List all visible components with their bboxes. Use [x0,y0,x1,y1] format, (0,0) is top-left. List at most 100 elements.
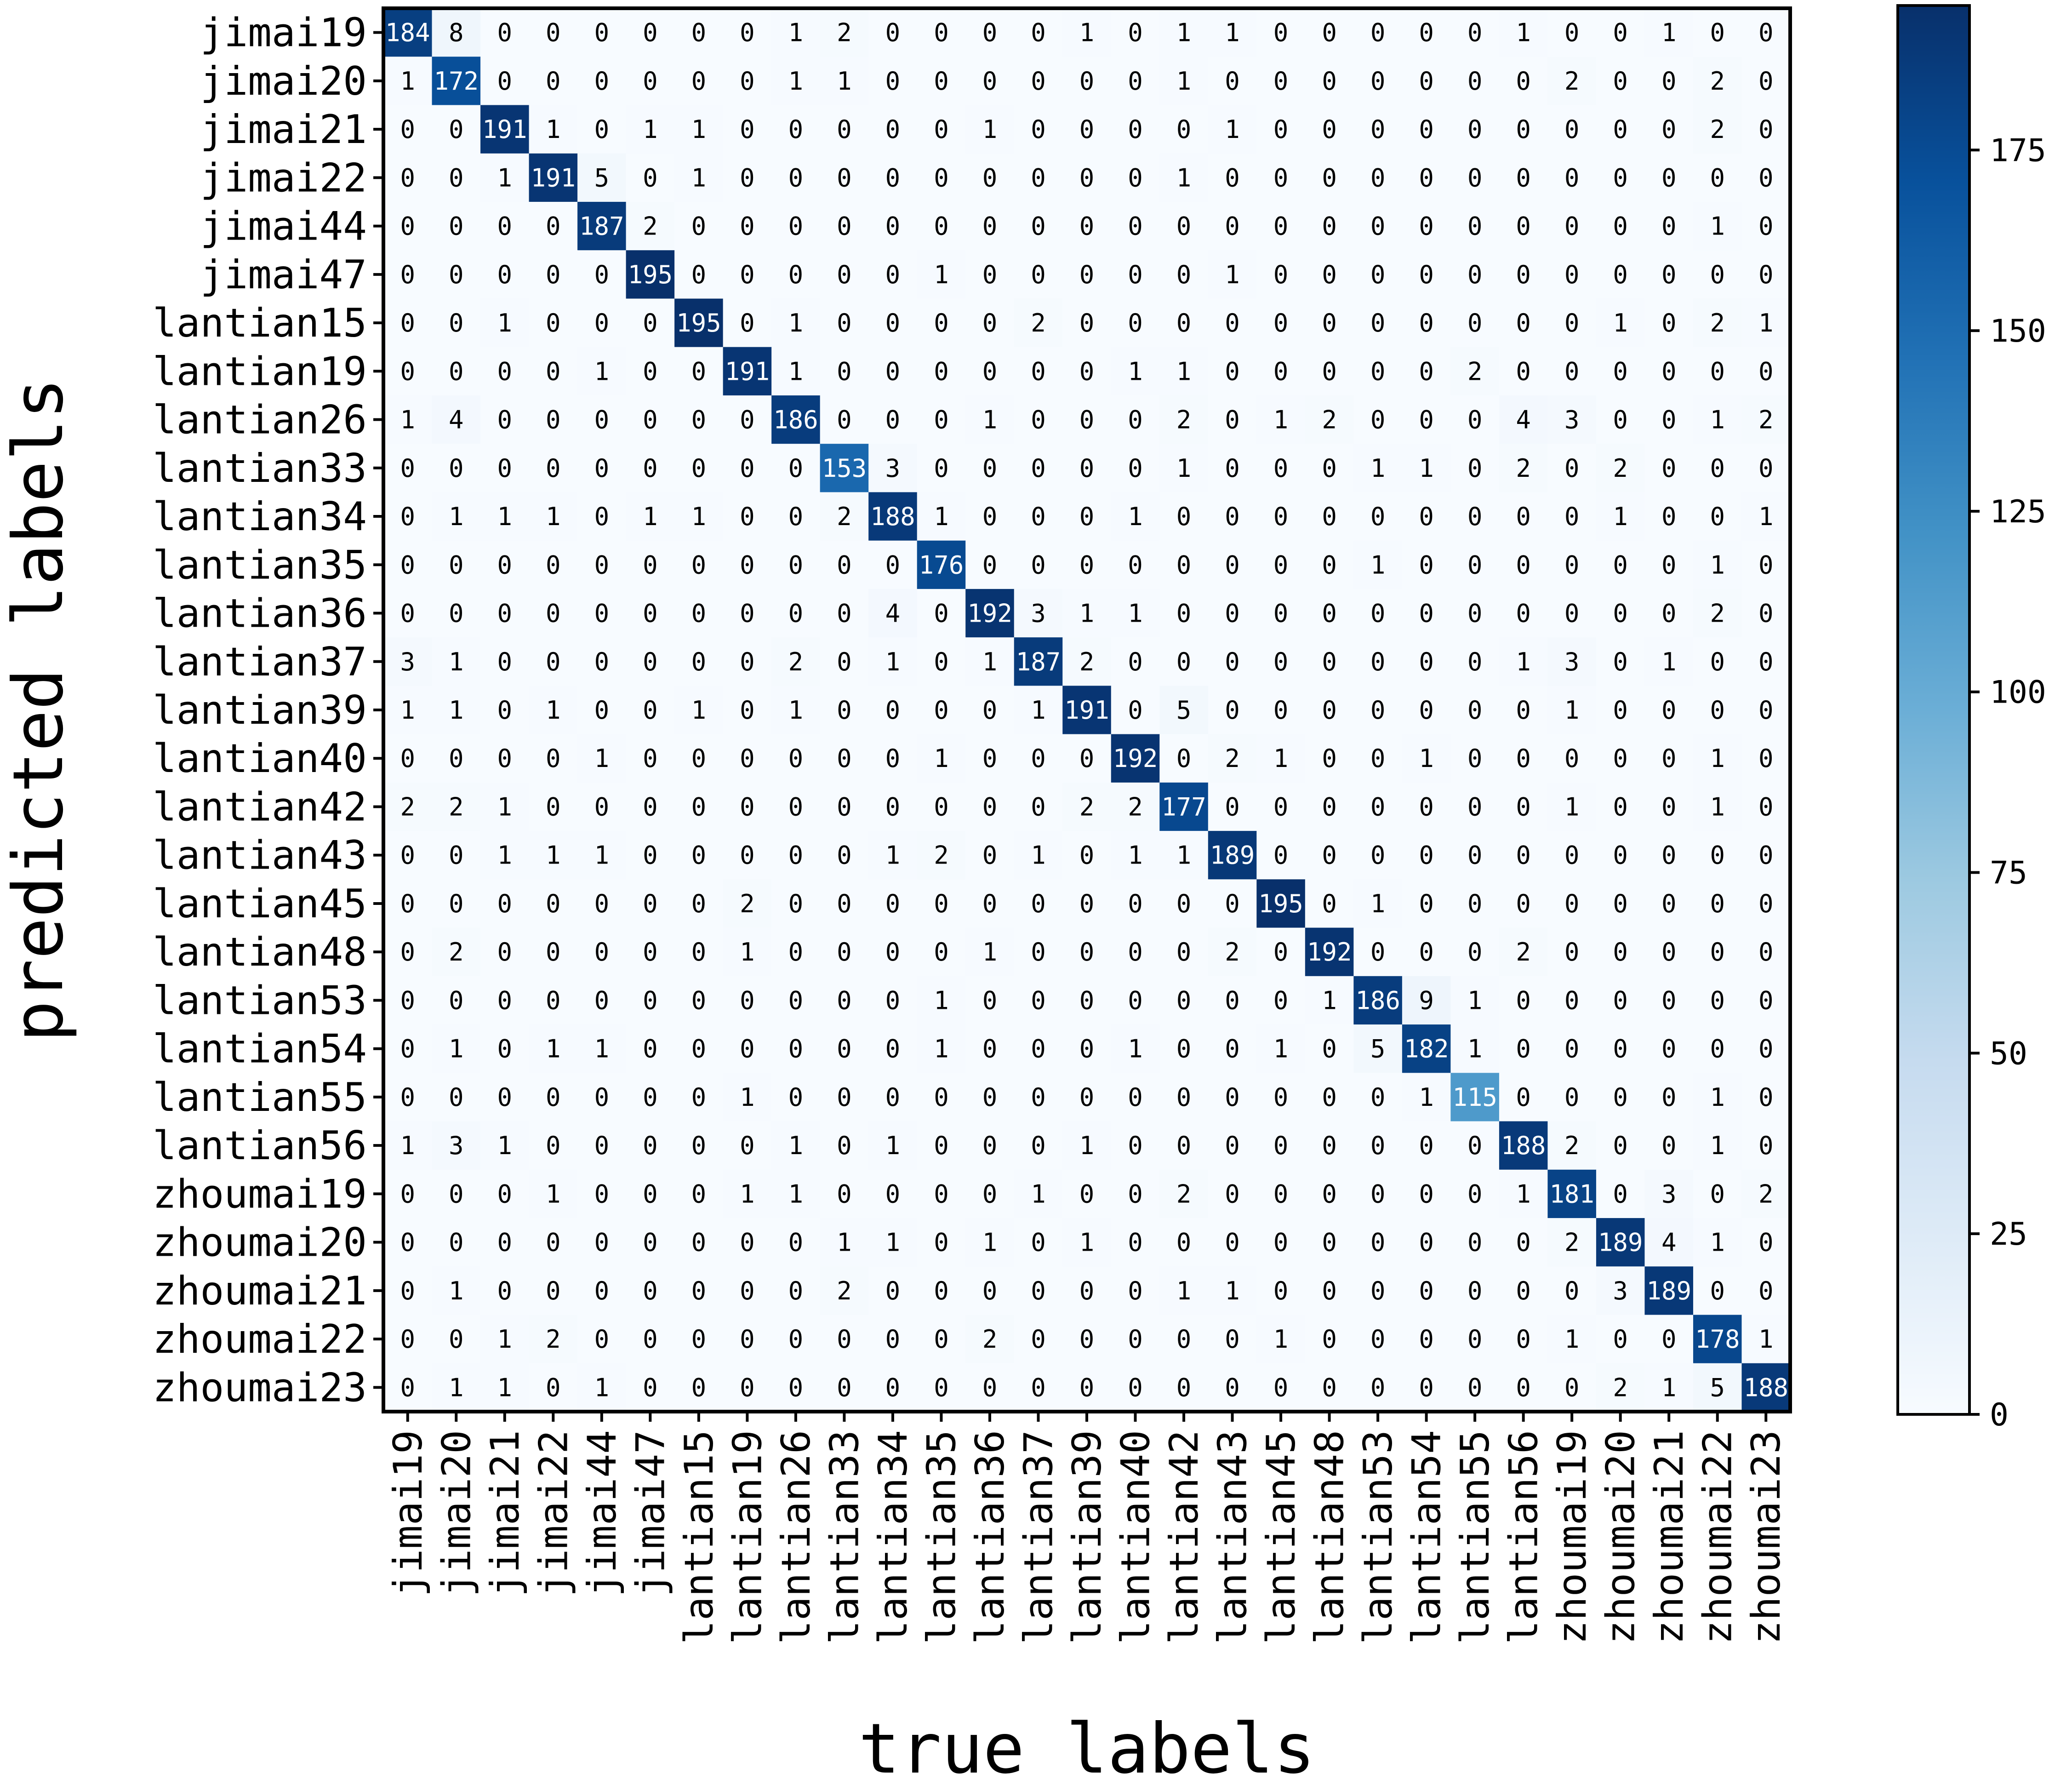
cell-value-label: 0 [1661,1035,1677,1064]
x-tick-label: lantian35 [919,1430,965,1644]
cell-value-label: 0 [1370,309,1386,337]
cell-value-label: 9 [1419,986,1434,1015]
cell-value-label: 1 [788,18,804,47]
cell-value-label: 0 [1564,1083,1580,1112]
cell-value-label: 0 [643,18,658,47]
heatmap-cell [820,782,869,831]
cell-value-label: 1 [1758,502,1774,531]
cell-value-label: 153 [822,454,867,483]
heatmap-cell [674,105,724,154]
heatmap-cell [1062,444,1112,493]
cell-value-label: 0 [934,115,949,144]
cell-value-label: 0 [982,986,998,1015]
heatmap-cell [868,1169,918,1218]
heatmap-cell [480,1121,530,1170]
heatmap-cell [1596,201,1645,251]
heatmap-cell [1159,1218,1209,1267]
heatmap-cell [577,492,627,541]
cell-value-label: 2 [1128,792,1143,821]
heatmap-cell [626,105,675,154]
cell-value-label: 191 [1064,696,1109,725]
cell-value-label: 0 [1370,792,1386,821]
cell-value-label: 0 [1128,696,1143,725]
cell-value-label: 0 [449,357,464,386]
heatmap-cell [1644,1024,1694,1073]
heatmap-cell [1741,540,1791,589]
heatmap-cell [917,444,966,493]
heatmap-cell [1547,637,1597,686]
heatmap-cell [868,57,918,106]
heatmap-cell [1741,1169,1791,1218]
cell-value-label: 0 [934,1179,949,1208]
cell-value-label: 0 [1467,792,1483,821]
heatmap-cell [820,927,869,977]
heatmap-cell [723,927,772,977]
cell-value-label: 0 [1758,67,1774,96]
cell-value-label: 0 [1564,841,1580,870]
heatmap-cell [1693,1073,1742,1122]
heatmap-cell [674,298,724,348]
cell-value-label: 0 [1176,1325,1192,1354]
cell-value-label: 0 [1419,1276,1434,1305]
heatmap-cell [723,637,772,686]
heatmap-cell [723,879,772,928]
heatmap-cell [529,976,578,1025]
heatmap-cell [1450,782,1500,831]
cell-value-label: 0 [1710,1035,1725,1064]
cell-value-label: 0 [1273,647,1289,676]
cell-value-label: 0 [1031,163,1046,192]
heatmap-cell [917,1218,966,1267]
heatmap-cell [1159,395,1209,444]
cell-value-label: 1 [1710,212,1725,241]
cell-value-label: 0 [1419,550,1434,579]
heatmap-cell [1353,57,1403,106]
heatmap-cell [1159,1073,1209,1122]
heatmap-cell [1111,1073,1160,1122]
heatmap-cell [868,1266,918,1316]
heatmap-cell [1014,1315,1063,1364]
cell-value-label: 0 [1758,454,1774,483]
cell-value-label: 0 [1176,599,1192,628]
cell-value-label: 1 [594,357,610,386]
heatmap-cell [820,395,869,444]
heatmap-cell [432,1073,481,1122]
heatmap-cell [868,444,918,493]
heatmap-cell [577,831,627,880]
cell-value-label: 1 [837,1228,852,1257]
cell-value-label: 1 [740,938,755,967]
heatmap-cell [529,201,578,251]
heatmap-cell [723,153,772,202]
cell-value-label: 0 [1516,889,1531,918]
cell-value-label: 0 [400,1276,416,1305]
heatmap-cell [1305,879,1354,928]
heatmap-cell [1402,1315,1451,1364]
heatmap-cell [577,1024,627,1073]
y-tick-label: lantian19 [153,349,367,395]
heatmap-cell [1693,347,1742,396]
cell-value-label: 0 [885,163,901,192]
cell-value-label: 0 [1661,309,1677,337]
cell-value-label: 0 [1467,696,1483,725]
cell-value-label: 1 [497,1373,513,1402]
heatmap-cell [577,57,627,106]
heatmap-cell [1353,250,1403,299]
cell-value-label: 0 [1031,1228,1046,1257]
heatmap-cell [723,492,772,541]
heatmap-cell [1353,298,1403,348]
heatmap-cell [1305,637,1354,686]
cell-value-label: 0 [1758,1228,1774,1257]
cell-value-label: 1 [1564,1325,1580,1354]
y-tick-label: lantian37 [153,639,367,685]
heatmap-cell [1014,831,1063,880]
heatmap-cell [1693,201,1742,251]
cell-value-label: 0 [449,1083,464,1112]
heatmap-cell [432,201,481,251]
cell-value-label: 0 [934,889,949,918]
cell-value-label: 0 [691,550,707,579]
heatmap-cell [1547,1315,1597,1364]
cell-value-label: 0 [400,889,416,918]
cell-value-label: 1 [934,744,949,773]
y-tick-label: jimai22 [200,155,367,201]
heatmap-cell [1208,976,1257,1025]
cell-value-label: 2 [1564,1228,1580,1257]
